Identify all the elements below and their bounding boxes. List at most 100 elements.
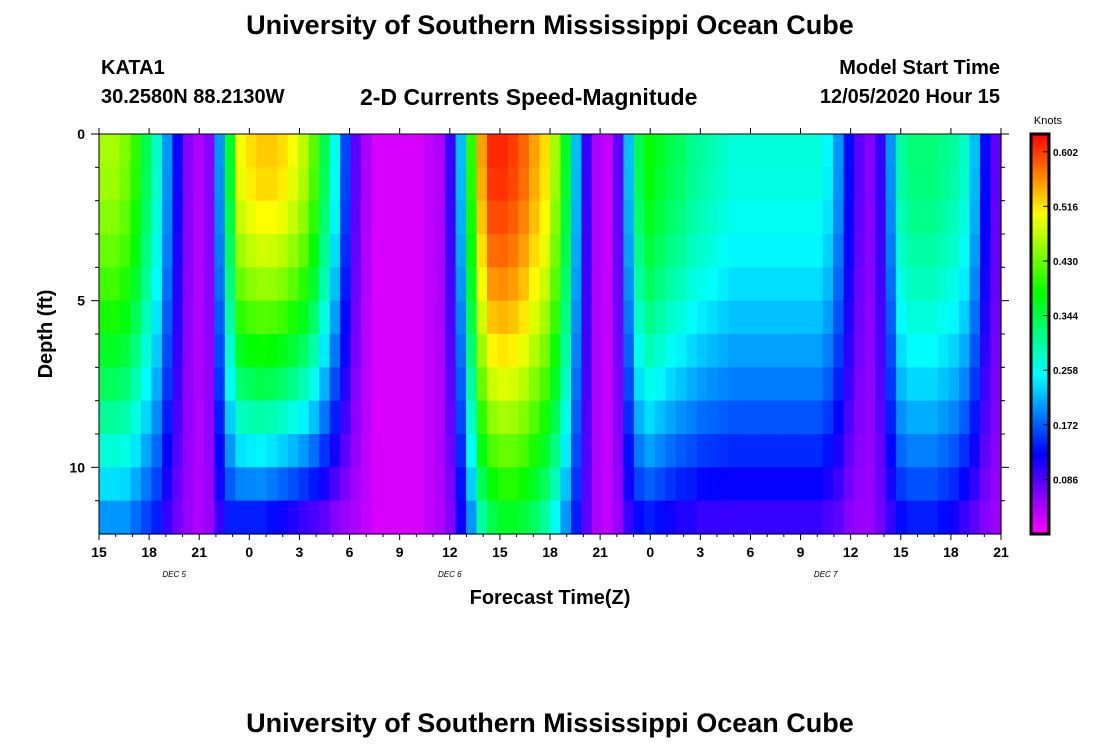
heat-cell xyxy=(361,400,373,435)
heat-cell xyxy=(434,134,446,168)
heat-cell xyxy=(256,167,268,202)
heat-cell xyxy=(214,234,226,268)
heat-cell xyxy=(591,334,604,368)
heat-cell xyxy=(361,367,373,402)
heat-cell xyxy=(917,134,929,168)
heat-cell xyxy=(119,467,132,502)
heat-cell xyxy=(990,300,1002,335)
model-start-value: 12/05/2020 Hour 15 xyxy=(819,86,1000,108)
heat-cell xyxy=(413,367,425,402)
heat-cell xyxy=(466,234,478,268)
heat-cell xyxy=(287,300,299,335)
heat-cell xyxy=(581,434,593,468)
x-tick-label: 0 xyxy=(646,544,654,560)
heat-cell xyxy=(445,234,457,268)
heat-cell xyxy=(644,267,656,302)
heat-cell xyxy=(749,400,761,435)
heat-cell xyxy=(392,467,404,502)
heat-cell xyxy=(550,134,562,168)
heat-cell xyxy=(403,400,415,435)
heat-cell xyxy=(854,400,866,435)
heat-cell xyxy=(612,400,625,435)
heat-cell xyxy=(738,334,750,368)
heat-cell xyxy=(371,234,383,268)
heat-cell xyxy=(99,267,111,302)
heat-cell xyxy=(791,300,803,335)
heat-cell xyxy=(728,467,740,502)
heat-cell xyxy=(602,400,614,435)
heat-cell xyxy=(917,334,929,368)
heat-cell xyxy=(980,334,992,368)
heat-cell xyxy=(413,500,425,535)
heat-cell xyxy=(896,167,908,202)
heat-cell xyxy=(329,234,341,268)
heat-cell xyxy=(476,467,488,502)
heat-cell xyxy=(843,300,855,335)
heat-cell xyxy=(508,467,520,502)
heat-cell xyxy=(822,500,834,535)
heat-cell xyxy=(896,334,908,368)
heat-cell xyxy=(361,267,373,302)
heat-cell xyxy=(287,467,299,502)
heat-cell xyxy=(959,300,971,335)
heat-cell xyxy=(759,500,771,535)
heat-cell xyxy=(445,267,457,302)
heat-cell xyxy=(581,300,593,335)
heat-cell xyxy=(172,467,184,502)
heat-cell xyxy=(749,467,761,502)
heat-cell xyxy=(277,500,289,535)
heat-cell xyxy=(497,267,509,302)
heat-cell xyxy=(927,467,939,502)
heat-cell xyxy=(864,134,876,168)
heat-cell xyxy=(508,400,520,435)
heat-cell xyxy=(424,234,436,268)
heat-cell xyxy=(581,134,593,168)
heat-cell xyxy=(875,300,887,335)
heat-cell xyxy=(707,200,719,235)
heat-cell xyxy=(759,367,771,402)
heat-cell xyxy=(717,167,729,202)
heat-cell xyxy=(686,367,698,402)
heat-cell xyxy=(560,367,572,402)
heat-cell xyxy=(759,434,771,468)
heat-cell xyxy=(392,367,404,402)
heat-cell xyxy=(749,134,761,168)
heat-cell xyxy=(990,167,1002,202)
heat-cell xyxy=(885,167,897,202)
heat-cell xyxy=(382,434,394,468)
heat-cell xyxy=(151,334,163,368)
heat-cell xyxy=(151,200,163,235)
heat-cell xyxy=(749,267,761,302)
heat-cell xyxy=(256,134,268,168)
heat-cell xyxy=(140,334,153,368)
heat-cell xyxy=(875,167,887,202)
heat-cell xyxy=(696,434,708,468)
heat-cell xyxy=(581,467,593,502)
heat-cell xyxy=(256,234,268,268)
heat-cell xyxy=(990,200,1002,235)
heatmap-cells xyxy=(99,134,1002,535)
heat-cell xyxy=(591,400,604,435)
heat-cell xyxy=(109,300,121,335)
heat-cell xyxy=(885,300,897,335)
heat-cell xyxy=(675,334,687,368)
heat-cell xyxy=(550,167,562,202)
heat-cell xyxy=(927,400,939,435)
heat-cell xyxy=(927,200,939,235)
heat-cell xyxy=(298,500,310,535)
heat-cell xyxy=(487,500,499,535)
heat-cell xyxy=(686,334,698,368)
heat-cell xyxy=(256,434,268,468)
heat-cell xyxy=(938,134,950,168)
heat-cell xyxy=(99,300,111,335)
heat-cell xyxy=(885,200,897,235)
heat-cell xyxy=(749,234,761,268)
heat-cell xyxy=(382,134,394,168)
heat-cell xyxy=(717,500,729,535)
heat-cell xyxy=(266,167,278,202)
heat-cell xyxy=(980,400,992,435)
heat-cell xyxy=(665,200,677,235)
heat-cell xyxy=(885,467,897,502)
heat-cell xyxy=(329,334,341,368)
heat-cell xyxy=(245,500,257,535)
